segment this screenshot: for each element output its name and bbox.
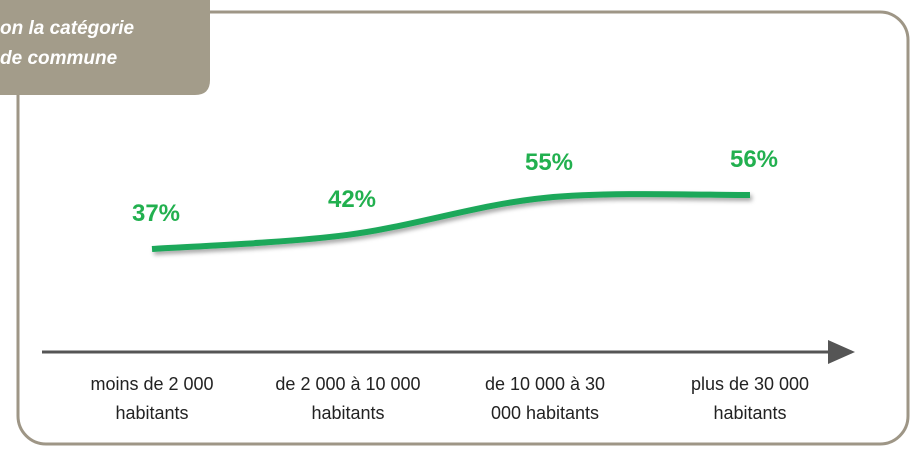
- x-tick-label: de 10 000 à 30 000 habitants: [484, 374, 606, 423]
- title-box: [0, 0, 210, 95]
- data-label: 55%: [525, 149, 573, 176]
- x-tick-label: plus de 30 000 habitants: [690, 374, 810, 423]
- line: [151, 191, 751, 252]
- data-label: 56%: [730, 146, 778, 173]
- title-line: on la catégorie: [0, 18, 135, 39]
- x-tick-label: moins de 2 000 habitants: [90, 374, 214, 423]
- x-tick-label: de 2 000 à 10 000 habitants: [275, 374, 421, 423]
- frame: [16, 10, 910, 446]
- data-label: 37%: [132, 200, 180, 227]
- data-label: 42%: [328, 186, 376, 213]
- title-line: de commune: [0, 48, 118, 69]
